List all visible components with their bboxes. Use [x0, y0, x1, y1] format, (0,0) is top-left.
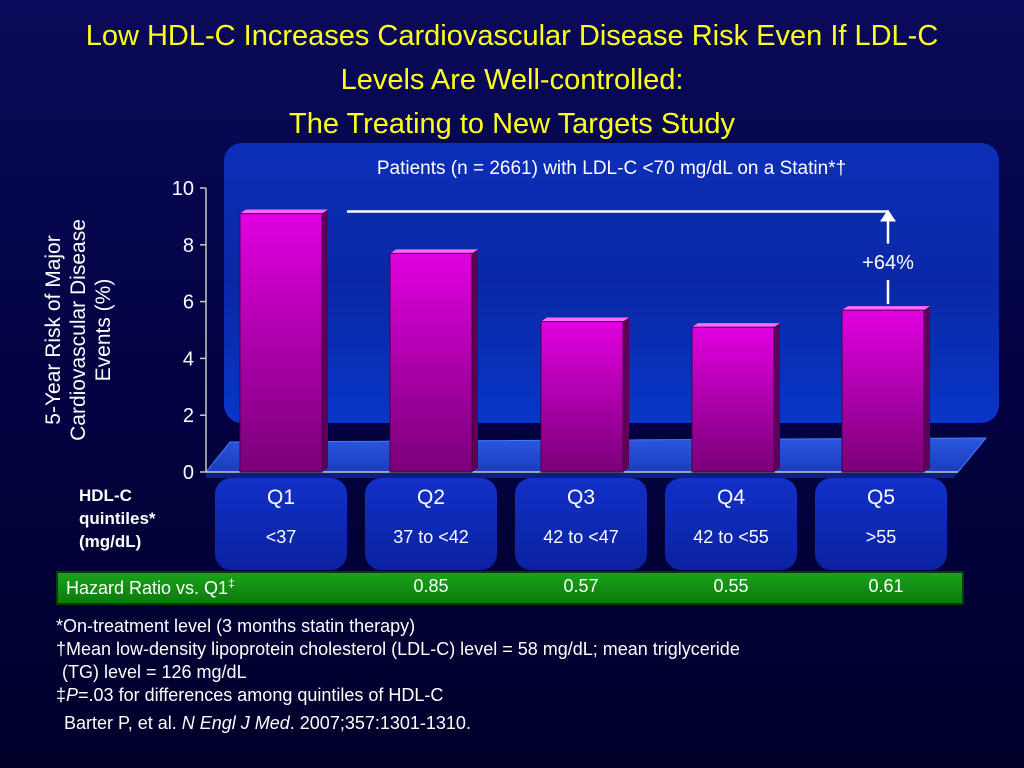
hazard-ratio-label: Hazard Ratio vs. Q1‡: [66, 576, 235, 599]
bar-side-Q1: [322, 209, 328, 472]
footnote-2a: †Mean low-density lipoprotein cholestero…: [56, 639, 740, 659]
footnote-2b: (TG) level = 126 mg/dL: [62, 662, 247, 682]
footnote-1: *On-treatment level (3 months statin the…: [56, 616, 416, 636]
bar-top-Q2: [390, 249, 478, 254]
title-line-2: Levels Are Well-controlled:: [340, 64, 684, 96]
category-label-q5: Q5: [866, 486, 895, 509]
hazard-ratio-label-text: Hazard Ratio vs. Q1: [66, 578, 229, 598]
bar-side-Q3: [623, 317, 629, 472]
chart-subtitle: Patients (n = 2661) with LDL-C <70 mg/dL…: [376, 158, 847, 179]
citation-authors: Barter P, et al.: [64, 713, 182, 733]
y-tick-label-0: 0: [183, 462, 194, 484]
quintile-legend-line-1: HDL-C: [79, 486, 132, 505]
quintile-legend-line-2: quintiles*: [79, 509, 156, 528]
quintile-box-q5: [815, 478, 947, 570]
quintile-box-q3: [515, 478, 647, 570]
category-label-q3: Q3: [566, 486, 595, 509]
range-label-q5: >55: [865, 527, 897, 547]
quintile-box-q2: [365, 478, 497, 570]
category-label-q1: Q1: [266, 486, 295, 509]
bar-Q3: [540, 320, 624, 473]
footnote-3-prefix: ‡: [56, 685, 67, 705]
footnote-3-rest: =.03 for differences among quintiles of …: [78, 685, 444, 705]
bar-top-Q1: [240, 209, 328, 214]
comparison-annotation: +64%: [862, 252, 914, 274]
slide-title: Low HDL-C Increases Cardiovascular Disea…: [0, 14, 1024, 146]
hazard-ratio-q4: 0.55: [713, 576, 749, 596]
range-label-q3: 42 to <47: [543, 527, 619, 547]
bar-Q5: [841, 309, 925, 473]
bar-Q4: [691, 326, 775, 473]
footnote-3-p: P: [66, 685, 79, 705]
hazard-ratio-q2: 0.85: [413, 576, 449, 596]
y-tick-label-10: 10: [172, 178, 194, 200]
quintile-legend-line-3: (mg/dL): [79, 532, 142, 551]
hazard-ratio-q5: 0.61: [868, 576, 904, 596]
comparison-arrowhead: [880, 209, 896, 222]
y-tick-label-2: 2: [183, 405, 194, 427]
quintile-box-q4: [665, 478, 797, 570]
range-label-q2: 37 to <42: [393, 527, 469, 547]
category-label-q4: Q4: [716, 486, 745, 509]
category-label-q2: Q2: [416, 486, 445, 509]
footnotes: *On-treatment level (3 months statin the…: [56, 615, 740, 707]
citation: Barter P, et al. N Engl J Med. 2007;357:…: [64, 713, 471, 734]
y-tick-label-8: 8: [183, 235, 194, 257]
y-tick-label-4: 4: [183, 348, 194, 370]
bar-Q1: [239, 213, 323, 473]
bar-top-Q4: [692, 323, 780, 328]
title-line-3: The Treating to New Targets Study: [289, 108, 735, 140]
hazard-ratio-q3: 0.57: [563, 576, 599, 596]
quintile-box-q1: [215, 478, 347, 570]
hazard-ratio-label-sup: ‡: [228, 576, 235, 590]
chart-floor-edge: [206, 472, 958, 478]
citation-journal: N Engl J Med: [181, 713, 290, 733]
bar-side-Q5: [924, 306, 930, 472]
bar-top-Q3: [541, 317, 629, 322]
citation-rest: . 2007;357:1301-1310.: [289, 713, 471, 733]
y-tick-label-6: 6: [183, 292, 194, 314]
title-line-1: Low HDL-C Increases Cardiovascular Disea…: [85, 20, 939, 52]
bar-top-Q5: [842, 306, 930, 311]
footnote-3: ‡P=.03 for differences among quintiles o…: [56, 684, 740, 707]
bar-side-Q4: [774, 323, 780, 472]
bar-Q2: [389, 252, 473, 473]
quintile-legend: HDL-C quintiles* (mg/dL): [79, 484, 156, 553]
range-label-q4: 42 to <55: [693, 527, 769, 547]
hazard-ratio-bar: [56, 571, 964, 605]
range-label-q1: <37: [265, 527, 297, 547]
bar-side-Q2: [472, 249, 478, 472]
